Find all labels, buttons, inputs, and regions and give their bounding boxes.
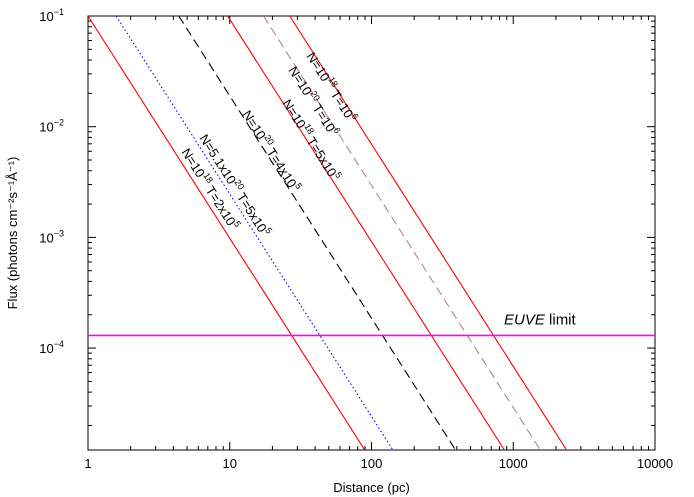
y-tick-labels: 10−4 10−3 10−2 10−1 <box>39 7 64 356</box>
series-line-2 <box>115 16 394 450</box>
series-line-4 <box>227 16 505 450</box>
x-tick-label: 10000 <box>637 456 673 471</box>
euve-limit-label: EUVE limit <box>504 311 577 328</box>
axis-ticks <box>87 16 655 450</box>
y-axis-label: Flux (photons cm⁻²s⁻¹Å⁻¹) <box>5 157 20 310</box>
x-tick-label: 1 <box>84 456 91 471</box>
series-line-3 <box>178 16 457 450</box>
x-axis-label: Distance (pc) <box>333 480 410 495</box>
x-tick-labels: 1 10 100 1000 10000 <box>84 456 673 471</box>
y-tick-label: 10−2 <box>39 118 64 135</box>
series-line-6 <box>289 16 568 450</box>
y-tick-label: 10−3 <box>39 228 64 245</box>
plot-frame <box>87 15 656 451</box>
x-tick-label: 100 <box>361 456 383 471</box>
series-lines <box>88 16 568 450</box>
series-line-1 <box>88 16 366 450</box>
y-tick-label: 10−4 <box>39 339 64 356</box>
series-line-5 <box>263 16 541 450</box>
y-tick-label: 10−1 <box>39 7 64 24</box>
x-tick-label: 10 <box>223 456 237 471</box>
x-tick-label: 1000 <box>499 456 528 471</box>
